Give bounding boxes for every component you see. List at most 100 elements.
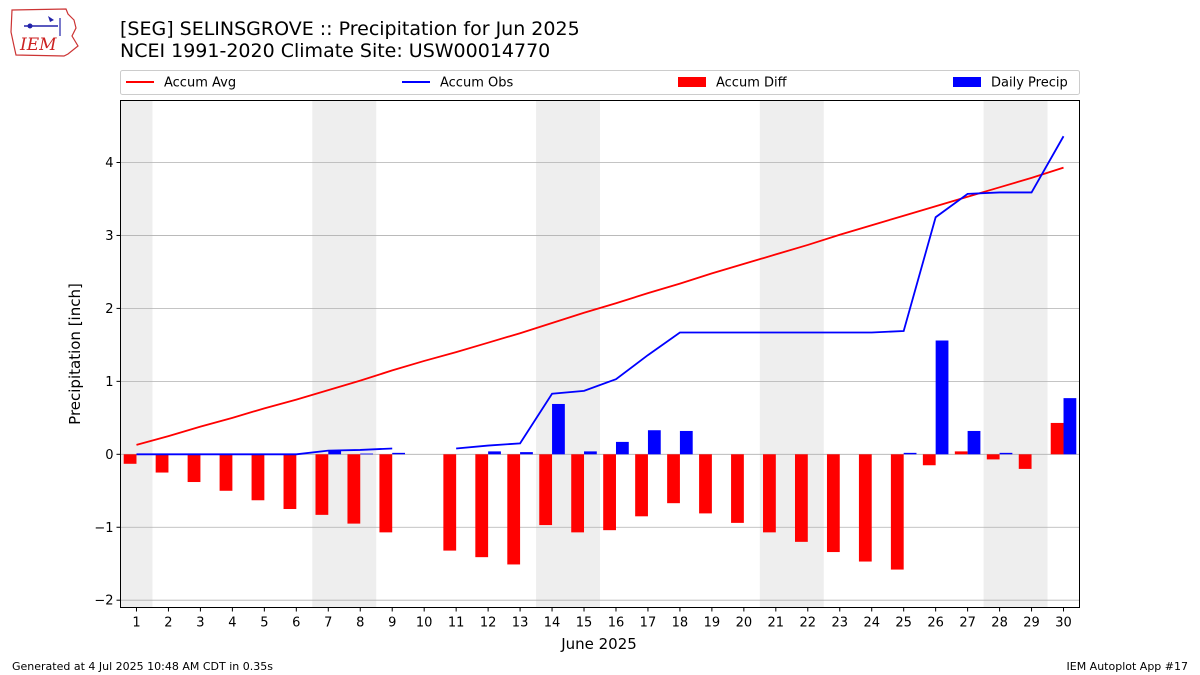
daily-bar-day-8 bbox=[360, 453, 374, 455]
daily-bar-day-25 bbox=[903, 452, 917, 455]
x-tick-label-26: 26 bbox=[927, 616, 944, 631]
x-tick-label-14: 14 bbox=[544, 616, 561, 631]
weekend-shade-2 bbox=[536, 100, 600, 608]
weekend-shade-4 bbox=[983, 100, 1048, 608]
diff-bar-day-21 bbox=[763, 454, 776, 533]
legend-label-daily-precip: Daily Precip bbox=[991, 76, 1068, 91]
diff-bar-day-11 bbox=[443, 454, 457, 551]
diff-bar-day-13 bbox=[507, 454, 521, 565]
diff-bar-day-12 bbox=[475, 454, 489, 558]
x-tick-label-12: 12 bbox=[480, 616, 497, 631]
x-tick-label-30: 30 bbox=[1055, 616, 1072, 631]
y-tick-label-0: 0 bbox=[105, 448, 113, 463]
legend-swatch-accum-diff bbox=[678, 77, 706, 87]
x-tick-label-6: 6 bbox=[292, 616, 300, 631]
diff-bar-day-3 bbox=[187, 454, 201, 483]
footer-generated: Generated at 4 Jul 2025 10:48 AM CDT in … bbox=[12, 660, 273, 673]
diff-bar-day-25 bbox=[890, 454, 904, 570]
diff-bar-day-4 bbox=[219, 454, 233, 491]
diff-bar-day-1 bbox=[123, 454, 137, 464]
diff-bar-day-8 bbox=[347, 454, 361, 524]
weekend-shade-0 bbox=[120, 100, 153, 608]
daily-bar-day-27 bbox=[967, 430, 981, 455]
x-tick-label-23: 23 bbox=[831, 616, 848, 631]
y-tick-label-4: 4 bbox=[105, 156, 113, 171]
x-tick-label-8: 8 bbox=[356, 616, 364, 631]
diff-bar-day-19 bbox=[699, 454, 712, 514]
diff-bar-day-23 bbox=[826, 454, 840, 553]
y-tick-label-2: 2 bbox=[105, 302, 113, 317]
diff-bar-day-9 bbox=[379, 454, 393, 533]
x-tick-label-16: 16 bbox=[608, 616, 625, 631]
diff-bar-day-5 bbox=[251, 454, 265, 501]
x-axis-label: June 2025 bbox=[560, 635, 637, 653]
daily-bar-day-16 bbox=[615, 441, 629, 455]
x-tick-label-1: 1 bbox=[132, 616, 140, 631]
y-ticks: −2 −1 0 1 2 3 4 bbox=[94, 156, 121, 609]
daily-bar-day-12 bbox=[488, 451, 501, 455]
weekend-shading bbox=[120, 100, 1048, 608]
legend-label-accum-diff: Accum Diff bbox=[716, 76, 788, 91]
iem-logo: IEM bbox=[8, 6, 80, 58]
x-tick-label-3: 3 bbox=[196, 616, 204, 631]
legend-box bbox=[120, 70, 1080, 95]
y-tick-label-3: 3 bbox=[105, 229, 113, 244]
daily-bar-day-14 bbox=[552, 403, 565, 455]
x-ticks: 1 2 3 4 5 6 7 8 9 10 11 12 13 14 15 16 17 18 19 20 21 22 23 24 2… bbox=[132, 607, 1072, 631]
x-tick-label-18: 18 bbox=[672, 616, 689, 631]
chart-title: [SEG] SELINSGROVE :: Precipitation for J… bbox=[120, 18, 580, 40]
x-tick-label-28: 28 bbox=[991, 616, 1008, 631]
diff-bar-day-16 bbox=[603, 454, 616, 531]
x-tick-label-21: 21 bbox=[768, 616, 785, 631]
x-tick-label-24: 24 bbox=[863, 616, 880, 631]
x-tick-label-15: 15 bbox=[576, 616, 593, 631]
x-tick-label-11: 11 bbox=[448, 616, 465, 631]
x-tick-label-29: 29 bbox=[1023, 616, 1040, 631]
diff-bar-day-29 bbox=[1018, 454, 1032, 469]
daily-bar-day-7 bbox=[328, 450, 342, 455]
diff-bar-day-30 bbox=[1050, 422, 1064, 455]
weekend-shade-1 bbox=[312, 100, 377, 608]
diff-bar-day-20 bbox=[731, 454, 744, 523]
diff-bar-day-27 bbox=[954, 451, 968, 455]
x-tick-label-5: 5 bbox=[260, 616, 268, 631]
diff-bar-day-2 bbox=[155, 454, 169, 473]
daily-bar-day-13 bbox=[520, 452, 533, 455]
daily-bar-day-9 bbox=[392, 452, 406, 455]
y-tick-label--1: −1 bbox=[94, 521, 113, 536]
x-tick-label-19: 19 bbox=[704, 616, 721, 631]
x-tick-label-9: 9 bbox=[388, 616, 396, 631]
logo-text: IEM bbox=[19, 35, 57, 55]
daily-bar-day-15 bbox=[584, 451, 597, 455]
x-tick-label-10: 10 bbox=[416, 616, 433, 631]
diff-bar-day-22 bbox=[794, 454, 808, 542]
diff-bar-day-7 bbox=[315, 454, 329, 515]
y-tick-label--2: −2 bbox=[94, 594, 113, 609]
diff-bar-day-28 bbox=[986, 454, 1000, 460]
diff-bar-day-18 bbox=[667, 454, 680, 504]
diff-bar-day-24 bbox=[858, 454, 872, 562]
plot-frame bbox=[120, 100, 1080, 608]
accum-avg-line bbox=[136, 166, 1064, 446]
x-tick-label-13: 13 bbox=[512, 616, 529, 631]
legend: Accum Avg Accum Obs Accum Diff Daily Pre… bbox=[120, 70, 1080, 95]
diff-bar-day-17 bbox=[635, 454, 648, 517]
x-tick-label-4: 4 bbox=[228, 616, 236, 631]
diff-bar-day-6 bbox=[283, 454, 297, 510]
legend-label-accum-avg: Accum Avg bbox=[164, 76, 236, 91]
chart-subtitle: NCEI 1991-2020 Climate Site: USW00014770 bbox=[120, 40, 551, 62]
daily-bar-day-28 bbox=[999, 452, 1013, 455]
accum-obs-line bbox=[136, 135, 1065, 456]
daily-bar-day-18 bbox=[679, 430, 693, 455]
y-tick-label-1: 1 bbox=[105, 375, 113, 390]
x-tick-label-17: 17 bbox=[640, 616, 657, 631]
x-tick-label-22: 22 bbox=[800, 616, 817, 631]
diff-bar-day-15 bbox=[571, 454, 585, 533]
diff-bar-day-26 bbox=[922, 454, 936, 466]
x-tick-label-20: 20 bbox=[736, 616, 753, 631]
y-axis-label: Precipitation [inch] bbox=[66, 283, 84, 425]
x-tick-label-7: 7 bbox=[324, 616, 332, 631]
x-tick-label-25: 25 bbox=[895, 616, 912, 631]
legend-label-accum-obs: Accum Obs bbox=[440, 76, 513, 91]
